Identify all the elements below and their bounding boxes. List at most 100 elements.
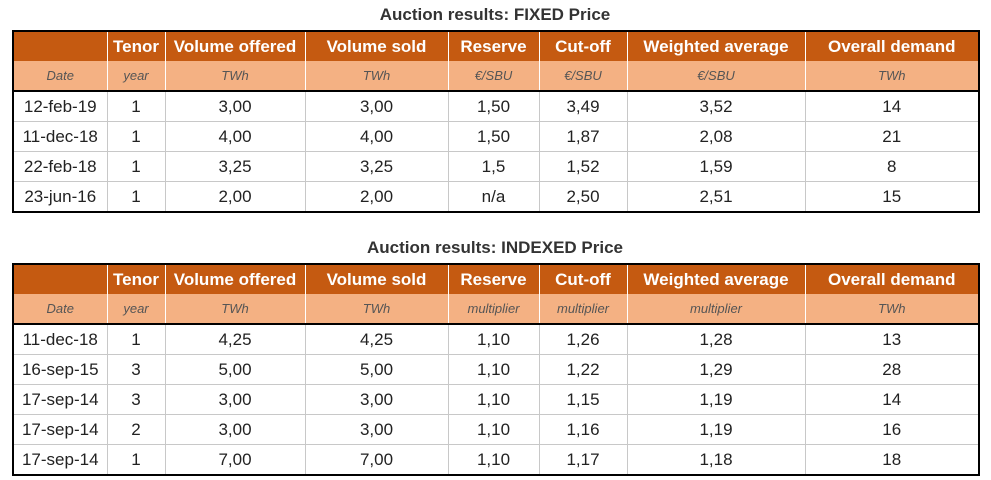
cell-reserve: 1,50 bbox=[448, 91, 540, 122]
unit-volume-offered: TWh bbox=[165, 294, 306, 325]
cell-volume-offered: 2,00 bbox=[165, 181, 306, 212]
cell-reserve: n/a bbox=[448, 181, 540, 212]
cell-date: 11-dec-18 bbox=[13, 324, 108, 355]
cell-volume-sold: 3,00 bbox=[305, 384, 449, 415]
fixed-table-body: 12-feb-19 1 3,00 3,00 1,50 3,49 3,52 14 11-dec-1… bbox=[13, 91, 979, 212]
cell-date: 12-feb-19 bbox=[13, 91, 108, 122]
cell-date: 11-dec-18 bbox=[13, 121, 108, 152]
unit-reserve: €/SBU bbox=[448, 61, 540, 92]
unit-tenor: year bbox=[107, 294, 166, 325]
header-tenor: Tenor bbox=[107, 31, 166, 61]
cell-tenor: 1 bbox=[107, 121, 166, 152]
unit-tenor: year bbox=[107, 61, 166, 92]
unit-cut-off: multiplier bbox=[539, 294, 628, 325]
unit-overall-demand: TWh bbox=[805, 61, 979, 92]
unit-volume-sold: TWh bbox=[305, 294, 449, 325]
cell-volume-offered: 5,00 bbox=[165, 354, 306, 385]
cell-volume-sold: 7,00 bbox=[305, 444, 449, 475]
cell-weighted-average: 3,52 bbox=[627, 91, 806, 122]
cell-cut-off: 3,49 bbox=[539, 91, 628, 122]
cell-cut-off: 1,15 bbox=[539, 384, 628, 415]
cell-reserve: 1,50 bbox=[448, 121, 540, 152]
cell-cut-off: 1,26 bbox=[539, 324, 628, 355]
fixed-header-row: Tenor Volume offered Volume sold Reserve… bbox=[13, 31, 979, 61]
header-volume-offered: Volume offered bbox=[165, 31, 306, 61]
cell-overall-demand: 16 bbox=[805, 414, 979, 445]
cell-tenor: 2 bbox=[107, 414, 166, 445]
indexed-table-body: 11-dec-18 1 4,25 4,25 1,10 1,26 1,28 13 16-sep-1… bbox=[13, 324, 979, 475]
table-row: 22-feb-18 1 3,25 3,25 1,5 1,52 1,59 8 bbox=[13, 151, 979, 182]
indexed-price-title: Auction results: INDEXED Price bbox=[366, 238, 623, 257]
cell-date: 23-jun-16 bbox=[13, 181, 108, 212]
indexed-price-section: Auction results: INDEXED Price Tenor Vol… bbox=[12, 235, 980, 476]
cell-tenor: 1 bbox=[107, 181, 166, 212]
cell-tenor: 3 bbox=[107, 384, 166, 415]
table-row: 23-jun-16 1 2,00 2,00 n/a 2,50 2,51 15 bbox=[13, 181, 979, 212]
table-row: 17-sep-14 1 7,00 7,00 1,10 1,17 1,18 18 bbox=[13, 444, 979, 475]
cell-tenor: 1 bbox=[107, 324, 166, 355]
cell-volume-sold: 4,25 bbox=[305, 324, 449, 355]
cell-tenor: 1 bbox=[107, 151, 166, 182]
header-overall-demand: Overall demand bbox=[805, 31, 979, 61]
unit-reserve: multiplier bbox=[448, 294, 540, 325]
unit-date: Date bbox=[13, 61, 108, 92]
indexed-units-row: Date year TWh TWh multiplier multiplier … bbox=[13, 294, 979, 325]
cell-reserve: 1,10 bbox=[448, 444, 540, 475]
fixed-price-table: Tenor Volume offered Volume sold Reserve… bbox=[12, 30, 980, 213]
cell-reserve: 1,10 bbox=[448, 414, 540, 445]
cell-volume-sold: 4,00 bbox=[305, 121, 449, 152]
cell-volume-offered: 3,00 bbox=[165, 384, 306, 415]
header-tenor: Tenor bbox=[107, 264, 166, 294]
unit-cut-off: €/SBU bbox=[539, 61, 628, 92]
unit-volume-offered: TWh bbox=[165, 61, 306, 92]
cell-weighted-average: 1,28 bbox=[627, 324, 806, 355]
header-weighted-average: Weighted average bbox=[627, 31, 806, 61]
cell-date: 16-sep-15 bbox=[13, 354, 108, 385]
cell-date: 17-sep-14 bbox=[13, 414, 108, 445]
cell-overall-demand: 14 bbox=[805, 91, 979, 122]
cell-overall-demand: 21 bbox=[805, 121, 979, 152]
fixed-units-row: Date year TWh TWh €/SBU €/SBU €/SBU TWh bbox=[13, 61, 979, 92]
cell-weighted-average: 1,29 bbox=[627, 354, 806, 385]
header-date bbox=[13, 264, 108, 294]
indexed-header-row: Tenor Volume offered Volume sold Reserve… bbox=[13, 264, 979, 294]
cell-volume-offered: 4,00 bbox=[165, 121, 306, 152]
fixed-price-title: Auction results: FIXED Price bbox=[379, 5, 611, 24]
cell-weighted-average: 1,19 bbox=[627, 414, 806, 445]
cell-tenor: 1 bbox=[107, 91, 166, 122]
cell-volume-offered: 7,00 bbox=[165, 444, 306, 475]
cell-date: 22-feb-18 bbox=[13, 151, 108, 182]
unit-date: Date bbox=[13, 294, 108, 325]
cell-cut-off: 1,52 bbox=[539, 151, 628, 182]
indexed-price-table: Tenor Volume offered Volume sold Reserve… bbox=[12, 263, 980, 476]
cell-weighted-average: 2,51 bbox=[627, 181, 806, 212]
fixed-price-section: Auction results: FIXED Price Tenor Volum… bbox=[12, 2, 980, 213]
table-row: 11-dec-18 1 4,25 4,25 1,10 1,26 1,28 13 bbox=[13, 324, 979, 355]
header-volume-offered: Volume offered bbox=[165, 264, 306, 294]
header-cut-off: Cut-off bbox=[539, 264, 628, 294]
cell-tenor: 3 bbox=[107, 354, 166, 385]
cell-reserve: 1,10 bbox=[448, 384, 540, 415]
unit-overall-demand: TWh bbox=[805, 294, 979, 325]
table-row: 11-dec-18 1 4,00 4,00 1,50 1,87 2,08 21 bbox=[13, 121, 979, 152]
cell-volume-offered: 4,25 bbox=[165, 324, 306, 355]
cell-volume-sold: 5,00 bbox=[305, 354, 449, 385]
cell-cut-off: 2,50 bbox=[539, 181, 628, 212]
cell-overall-demand: 15 bbox=[882, 186, 902, 206]
cell-weighted-average: 1,18 bbox=[627, 444, 806, 475]
cell-overall-demand: 18 bbox=[882, 449, 902, 469]
header-reserve: Reserve bbox=[448, 31, 540, 61]
table-row: 12-feb-19 1 3,00 3,00 1,50 3,49 3,52 14 bbox=[13, 91, 979, 122]
table-row: 17-sep-14 2 3,00 3,00 1,10 1,16 1,19 16 bbox=[13, 414, 979, 445]
unit-weighted-average: €/SBU bbox=[627, 61, 806, 92]
cell-volume-sold: 2,00 bbox=[305, 181, 449, 212]
cell-volume-sold: 3,00 bbox=[305, 414, 449, 445]
cell-overall-demand: 28 bbox=[805, 354, 979, 385]
cell-date: 17-sep-14 bbox=[13, 384, 108, 415]
cell-volume-offered: 3,25 bbox=[165, 151, 306, 182]
cell-volume-sold: 3,00 bbox=[305, 91, 449, 122]
table-row: 17-sep-14 3 3,00 3,00 1,10 1,15 1,19 14 bbox=[13, 384, 979, 415]
header-date bbox=[13, 31, 108, 61]
cell-volume-sold: 3,25 bbox=[305, 151, 449, 182]
cell-overall-demand: 8 bbox=[805, 151, 979, 182]
